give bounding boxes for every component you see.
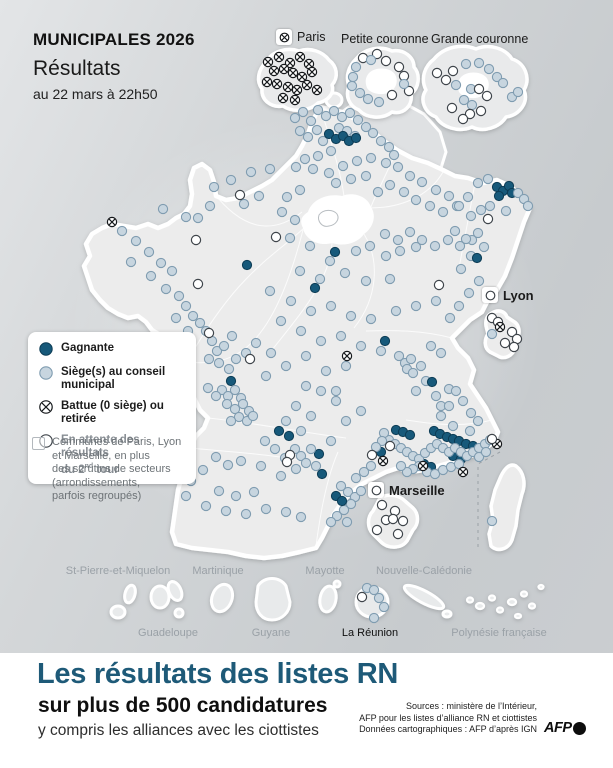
inset-label-petite-text: Petite couronne (341, 32, 429, 46)
afp-logo-text: AFP (544, 720, 572, 736)
map-corsica (487, 463, 526, 552)
map-guadeloupe (149, 584, 171, 610)
pending-chip-lyon (482, 287, 498, 303)
map-guyane (254, 577, 292, 622)
pending-icon (485, 290, 495, 300)
territory-label: Mayotte (305, 565, 345, 577)
territory-label: St-Pierre-et-Miquelon (65, 565, 171, 577)
pending-chip-marseille (368, 482, 384, 498)
lost-dot-icon (39, 400, 53, 414)
page-title: MUNICIPALES 2026 (33, 30, 195, 49)
pending-icon (371, 485, 381, 495)
map-nouvelle-caledonie (402, 583, 446, 611)
territory-label: La Réunion (341, 627, 399, 639)
territory-label: Martinique (192, 565, 244, 577)
map-mayotte-2 (332, 579, 342, 589)
inset-label-marseille-text: Marseille (389, 482, 445, 498)
inset-label-lyon-text: Lyon (503, 287, 534, 303)
inset-label-paris: Paris (276, 29, 325, 45)
legend-label: Gagnante (61, 342, 115, 354)
inset-label-marseille: Marseille (368, 482, 445, 498)
inset-label-petite-couronne: Petite couronne (341, 32, 429, 46)
legend-item-gagnante: Gagnante (37, 340, 188, 358)
map-st-pierre-et-miquelon (123, 583, 137, 605)
battue-chip (276, 29, 292, 45)
map-note-text: Communes de Paris, Lyon et Marseille, en… (52, 436, 182, 502)
map-martinique (209, 582, 235, 614)
inset-label-grande-couronne: Grande couronne (431, 32, 528, 46)
territory-label: Nouvelle-Calédonie (375, 565, 473, 577)
map-st-pierre-et-miquelon-2 (109, 604, 127, 620)
legend-label: En attente des résultats du 2nd tour (61, 434, 140, 476)
corsica-divider-dashed (477, 451, 501, 548)
header-block: MUNICIPALES 2026 Résultats au 22 mars à … (33, 30, 195, 102)
map-guadeloupe-3 (173, 607, 185, 619)
result-dots-layer (106, 48, 534, 624)
overseas-territories (109, 577, 545, 622)
afp-logo: AFP (544, 720, 586, 736)
sector-square-icon (32, 437, 45, 450)
seat-dot-icon (39, 366, 53, 380)
department-borders (185, 108, 493, 547)
map-note: Communes de Paris, Lyon et Marseille, en… (32, 436, 192, 504)
win-dot-icon (39, 342, 53, 356)
legend-item-sieges: Siège(s) au conseil municipal (37, 364, 188, 392)
inset-label-lyon: Lyon (482, 287, 534, 303)
afp-logo-dot-icon (572, 721, 586, 735)
inset-label-grande-text: Grande couronne (431, 32, 529, 46)
legend: Gagnante Siège(s) au conseil municipal B… (28, 332, 196, 484)
legend-label: Siège(s) au conseil municipal (61, 366, 166, 391)
legend-item-attente: En attente des résultats du 2nd tour (37, 432, 188, 477)
footer-subheadline: sur plus de 500 candidatures (38, 694, 328, 717)
paris-mini-outline (318, 209, 339, 227)
map-guadeloupe-2 (166, 580, 184, 602)
inset-label-paris-text: Paris (297, 30, 326, 44)
territory-label: Polynésie française (451, 627, 547, 639)
map-nouvelle-caledonie-2 (441, 609, 453, 619)
map-polynesie (465, 583, 545, 620)
legend-item-battue: Battue (0 siège) ou retirée (37, 398, 188, 426)
page-subtitle: Résultats (33, 57, 121, 80)
footer-panel: Les résultats des listes RN sur plus de … (0, 653, 613, 768)
territory-label: Guyane (251, 627, 291, 639)
battue-icon (279, 32, 289, 42)
footer-headline: Les résultats des listes RN (37, 658, 398, 690)
map-mayotte (318, 584, 338, 614)
legend-label: Battue (0 siège) ou retirée (61, 400, 164, 425)
date-line: au 22 mars à 22h50 (33, 86, 158, 102)
page-title-year: 2026 (156, 30, 195, 49)
territory-label: Guadeloupe (138, 627, 198, 639)
footer-subtext: y compris les alliances avec les ciottis… (38, 722, 319, 739)
sources-text: Sources : ministère de l’Intérieur, AFP … (359, 701, 537, 734)
